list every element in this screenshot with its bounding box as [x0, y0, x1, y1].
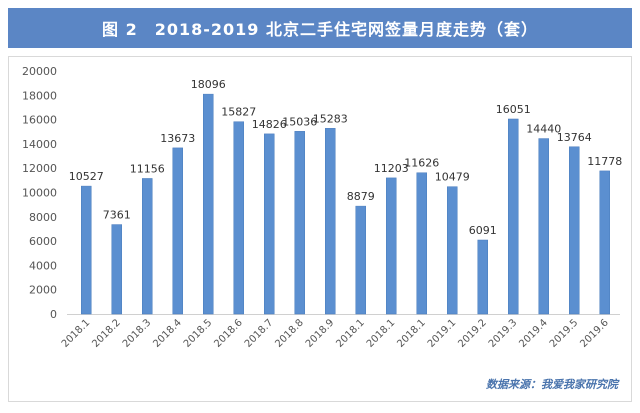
bar	[294, 131, 305, 315]
title-bar: 图 2 2018-2019 北京二手住宅网签量月度走势（套）	[8, 8, 632, 48]
data-label: 16051	[496, 103, 531, 116]
x-tick-label: 2019.4	[517, 317, 550, 350]
data-label: 14826	[252, 118, 287, 131]
bar	[81, 185, 92, 315]
y-tick-label: 20000	[22, 65, 57, 78]
y-tick-label: 12000	[22, 162, 57, 175]
bar	[599, 170, 610, 315]
y-tick-label: 10000	[22, 187, 57, 200]
y-tick-label: 18000	[22, 89, 57, 102]
bar	[508, 118, 519, 315]
x-tick-label: 2018.9	[304, 317, 337, 350]
x-tick-label: 2019.5	[548, 317, 581, 350]
bar	[325, 128, 336, 315]
bar	[142, 178, 153, 315]
x-tick-label: 2018.1	[60, 317, 93, 350]
x-tick-label: 2018.4	[151, 317, 184, 350]
y-tick-label: 14000	[22, 138, 57, 151]
y-tick-label: 16000	[22, 114, 57, 127]
data-label: 15283	[313, 112, 348, 125]
x-tick-label: 2019.6	[578, 317, 611, 350]
y-tick-label: 4000	[29, 259, 57, 272]
data-label: 11778	[587, 155, 622, 168]
data-label: 6091	[469, 224, 497, 237]
chart-title: 图 2 2018-2019 北京二手住宅网签量月度走势（套）	[102, 20, 538, 39]
data-label: 15036	[282, 115, 317, 128]
x-tick-label: 2018.5	[182, 317, 215, 350]
bar	[111, 224, 122, 315]
bar	[416, 172, 427, 315]
bar	[203, 93, 214, 315]
x-tick-label: 2018.8	[273, 317, 306, 350]
data-label: 13764	[557, 131, 592, 144]
x-tick-label: 2019.3	[487, 317, 520, 350]
bar	[477, 239, 488, 315]
bar	[447, 186, 458, 315]
bar	[386, 177, 397, 315]
y-tick-label: 0	[50, 308, 57, 321]
data-label: 14440	[526, 123, 561, 136]
x-tick-label: 2018.1	[365, 317, 398, 350]
x-tick-label: 2019.1	[426, 317, 459, 350]
y-tick-label: 6000	[29, 235, 57, 248]
data-label: 15827	[221, 106, 256, 119]
data-label: 11626	[404, 157, 439, 170]
x-tick-label: 2018.1	[334, 317, 367, 350]
bar	[355, 205, 366, 315]
data-label: 8879	[347, 190, 375, 203]
data-label: 18096	[191, 78, 226, 91]
data-label: 10479	[435, 171, 470, 184]
x-tick-label: 2019.2	[456, 317, 489, 350]
data-label: 13673	[160, 132, 195, 145]
x-tick-label: 2018.2	[90, 317, 123, 350]
y-tick-label: 8000	[29, 211, 57, 224]
data-label: 10527	[69, 170, 104, 183]
bar	[233, 121, 244, 315]
x-tick-label: 2018.3	[121, 317, 154, 350]
bar	[264, 133, 275, 315]
bar	[569, 146, 580, 315]
y-tick-label: 2000	[29, 284, 57, 297]
x-tick-label: 2018.1	[395, 317, 428, 350]
data-label: 11156	[130, 162, 165, 175]
data-label: 11203	[374, 162, 409, 175]
x-tick-label: 2018.7	[243, 317, 276, 350]
x-tick-label: 2018.6	[212, 317, 245, 350]
data-label: 7361	[103, 209, 131, 222]
source-note: 数据来源：我爱我家研究院	[486, 378, 618, 391]
bar	[172, 147, 183, 315]
bar	[538, 138, 549, 315]
